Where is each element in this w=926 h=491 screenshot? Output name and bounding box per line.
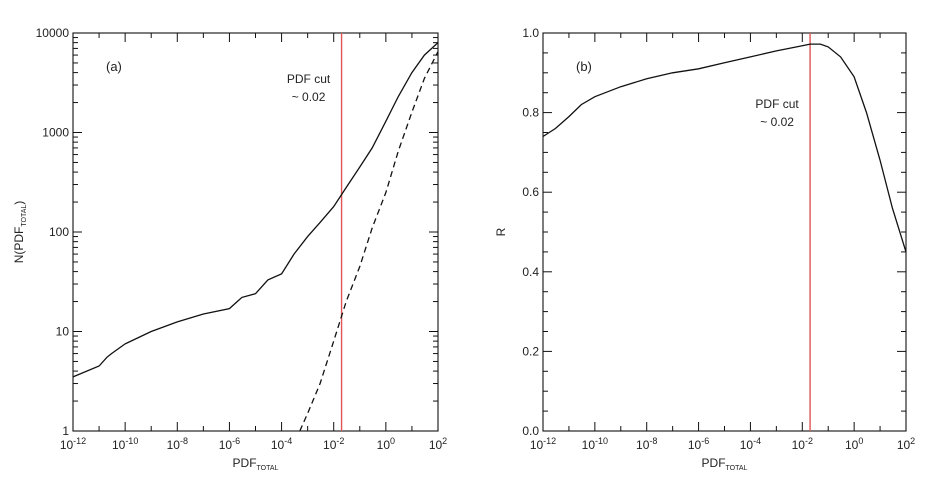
annotation-cut-value-a: ~ 0.02 (292, 90, 326, 104)
x-tick-label-base: 10 (167, 438, 181, 452)
x-tick-label-base: 10 (688, 438, 702, 452)
x-tick-label-b: 10-8 (636, 436, 657, 452)
dashed-series-line-a (299, 51, 439, 432)
x-tick-label-base: 10 (740, 438, 754, 452)
x-tick-label-exponent: -4 (753, 436, 761, 446)
x-tick-label-b: 100 (845, 436, 863, 452)
x-tick-label-base: 10 (429, 438, 443, 452)
x-axis-label-a: PDFTOTAL (233, 456, 279, 472)
x-tick-label-b: 10-2 (792, 436, 813, 452)
x-tick-label-base: 10 (897, 438, 911, 452)
x-tick-label-exponent: 0 (858, 436, 863, 446)
x-axis-label-main: PDF (702, 456, 726, 470)
y-tick-label-b: 0.6 (522, 185, 539, 199)
x-tick-label-base: 10 (112, 438, 126, 452)
x-tick-label-exponent: -8 (180, 436, 188, 446)
y-axis-label-b: R (494, 227, 508, 236)
y-axis-label-a: N(PDFTOTAL) (12, 201, 28, 264)
x-tick-label-a: 10-8 (167, 436, 188, 452)
y-tick-label-a: 10 (56, 325, 70, 339)
x-tick-label-b: 102 (897, 436, 915, 452)
x-tick-label-base: 10 (219, 438, 233, 452)
x-tick-label-base: 10 (60, 438, 74, 452)
x-tick-label-exponent: -12 (73, 436, 86, 446)
y-axis-label-main: R (494, 227, 508, 236)
x-tick-label-exponent: -6 (701, 436, 709, 446)
x-tick-label-exponent: -8 (649, 436, 657, 446)
x-tick-label-a: 10-6 (219, 436, 240, 452)
x-tick-label-exponent: -12 (543, 436, 556, 446)
y-tick-label-a: 1 (62, 424, 69, 438)
x-tick-label-a: 10-2 (323, 436, 344, 452)
y-tick-label-a: 100 (49, 225, 69, 239)
y-tick-label-a: 10000 (36, 26, 70, 40)
x-tick-label-b: 10-10 (582, 436, 608, 452)
y-tick-label-b: 1.0 (522, 26, 539, 40)
x-axis-label-b: PDFTOTAL (702, 456, 748, 472)
x-tick-label-b: 10-6 (688, 436, 709, 452)
x-axis-label-subscript: TOTAL (726, 465, 748, 472)
x-tick-label-exponent: -4 (284, 436, 292, 446)
x-tick-label-exponent: -10 (595, 436, 608, 446)
panel-label-b: (b) (576, 59, 592, 74)
plot-frame-b (542, 32, 907, 432)
x-tick-label-exponent: -6 (232, 436, 240, 446)
plot-frame-a (72, 32, 439, 432)
annotation-cut-value-b: ~ 0.02 (760, 115, 794, 129)
x-axis-label-main: PDF (233, 456, 257, 470)
x-tick-label-base: 10 (792, 438, 806, 452)
x-tick-label-exponent: -10 (125, 436, 138, 446)
x-tick-label-a: 102 (429, 436, 447, 452)
x-tick-label-base: 10 (271, 438, 285, 452)
y-tick-label-b: 0.2 (522, 344, 539, 358)
annotation-pdf-cut-b: PDF cut (755, 97, 799, 111)
panel-b: 10-12 10-10 10-8 10-6 10-4 10-2 100 1020.00.20.… (494, 26, 915, 472)
x-tick-label-base: 10 (530, 438, 544, 452)
x-tick-label-exponent: 0 (390, 436, 395, 446)
y-tick-label-a: 1000 (42, 126, 69, 140)
y-tick-label-b: 0.8 (522, 106, 539, 120)
x-tick-label-b: 10-4 (740, 436, 761, 452)
x-tick-label-exponent: -2 (805, 436, 813, 446)
y-tick-label-b: 0.0 (522, 424, 539, 438)
panel-a: 10-12 10-10 10-8 10-6 10-4 10-2 100 10211010010… (12, 26, 447, 472)
x-tick-label-base: 10 (582, 438, 596, 452)
y-axis-label-close: ) (12, 201, 26, 205)
x-tick-label-base: 10 (845, 438, 859, 452)
x-tick-label-a: 10-4 (271, 436, 292, 452)
annotation-pdf-cut-a: PDF cut (287, 72, 331, 86)
x-tick-label-a: 100 (377, 436, 395, 452)
solid-series-line-a (72, 42, 439, 378)
x-tick-label-exponent: -2 (336, 436, 344, 446)
x-tick-label-a: 10-12 (60, 436, 86, 452)
y-tick-label-b: 0.4 (522, 265, 539, 279)
x-tick-label-base: 10 (323, 438, 337, 452)
x-tick-label-b: 10-12 (530, 436, 556, 452)
y-axis-label-main: N(PDF (12, 227, 26, 264)
x-axis-label-subscript: TOTAL (257, 465, 279, 472)
solid-series-line-b (542, 43, 907, 253)
x-tick-label-a: 10-10 (112, 436, 138, 452)
x-tick-label-exponent: 2 (910, 436, 915, 446)
y-axis-label-subscript: TOTAL (21, 205, 28, 227)
x-tick-label-base: 10 (636, 438, 650, 452)
x-tick-label-base: 10 (377, 438, 391, 452)
x-tick-label-exponent: 2 (442, 436, 447, 446)
panel-label-a: (a) (106, 59, 122, 74)
